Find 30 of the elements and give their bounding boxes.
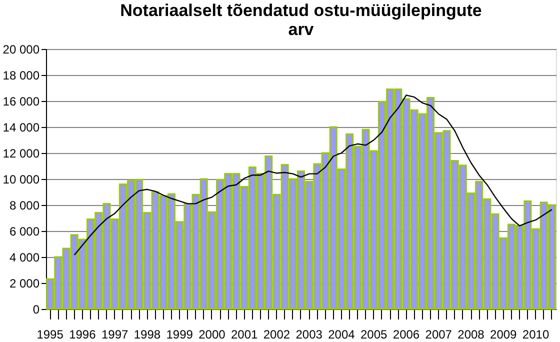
x-tick-label: 1995 <box>36 328 64 342</box>
y-tick-label: 12 000 <box>2 146 40 160</box>
y-tick-label: 20 000 <box>2 42 40 56</box>
y-tick-label: 14 000 <box>2 120 40 134</box>
y-tick-label: 10 000 <box>2 172 40 186</box>
text: arv <box>288 20 314 39</box>
x-tick-label: 2007 <box>425 328 452 342</box>
x-tick-label: 2004 <box>328 328 356 342</box>
y-tick-label: 18 000 <box>2 68 40 82</box>
x-tick-label: 2010 <box>522 328 550 342</box>
x-tick-label: 1999 <box>166 328 194 342</box>
x-tick-label: 1997 <box>101 328 128 342</box>
x-tick-label: 1998 <box>134 328 161 342</box>
y-tick-label: 16 000 <box>2 94 40 108</box>
y-tick-label: 4 000 <box>9 250 40 264</box>
x-tick-label: 1996 <box>69 328 96 342</box>
x-tick-label: 2003 <box>296 328 323 342</box>
x-tick-label: 2006 <box>392 328 420 342</box>
x-tick-label: 2000 <box>198 328 226 342</box>
x-tick-label: 2005 <box>360 328 388 342</box>
y-tick-label: 0 <box>32 302 40 316</box>
line-series <box>74 94 553 256</box>
x-tick-label: 2009 <box>490 328 518 342</box>
x-tick-label: 2001 <box>230 328 258 342</box>
text: Notariaalselt tõendatud ostu-müügilepingute <box>120 1 482 20</box>
y-tick-label: 6 000 <box>9 224 40 238</box>
y-tick-label: 8 000 <box>9 198 40 212</box>
y-tick-label: 2 000 <box>9 276 40 290</box>
x-tick-label: 2008 <box>458 328 485 342</box>
x-tick-label: 2002 <box>263 328 290 342</box>
